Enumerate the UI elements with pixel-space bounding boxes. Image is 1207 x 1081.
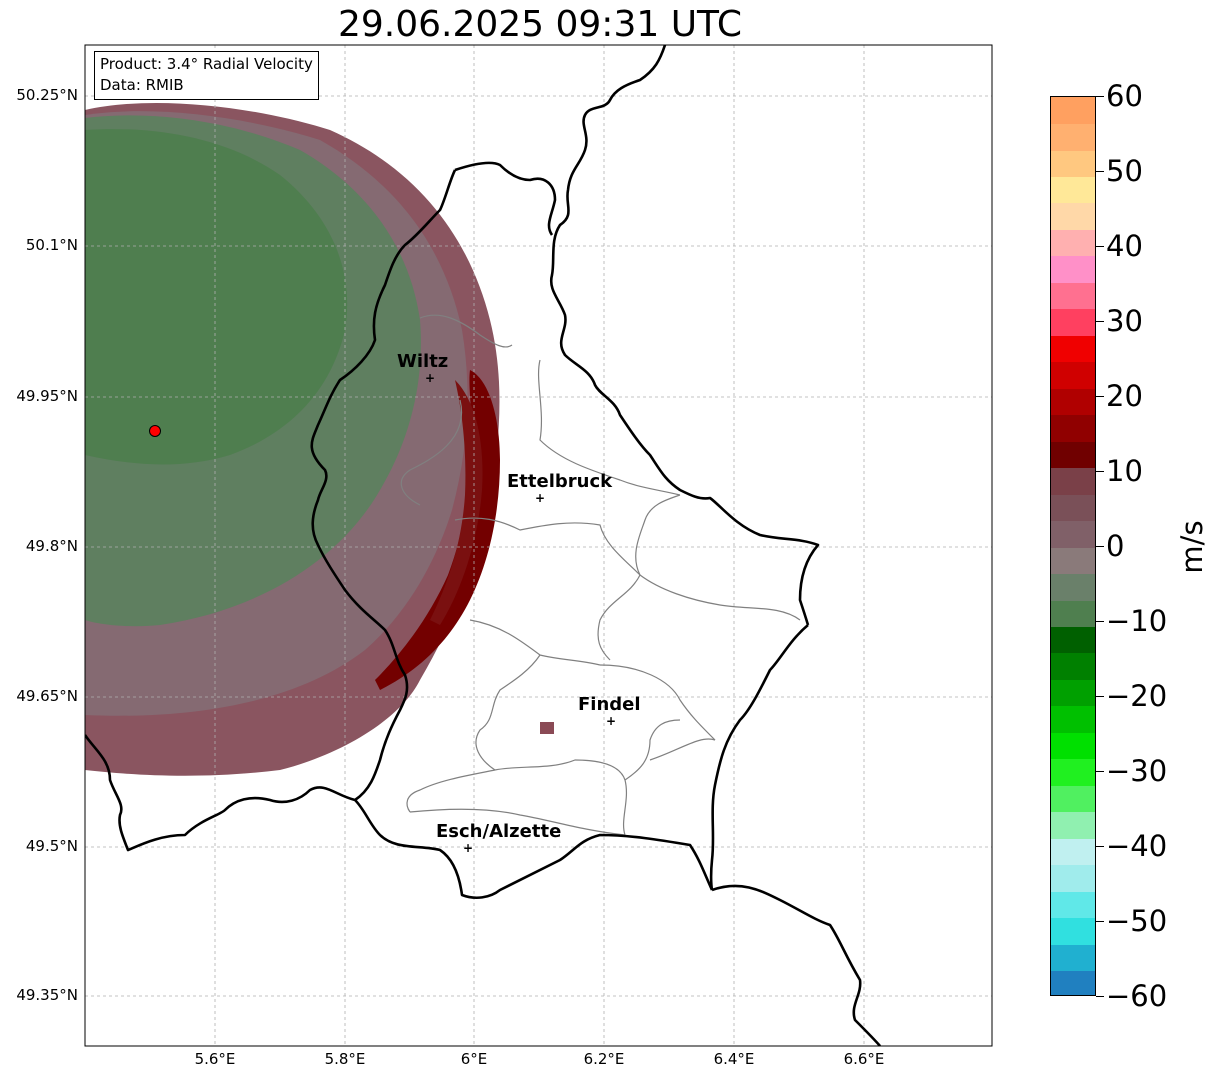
colorbar-segment <box>1051 255 1095 283</box>
colorbar-segment <box>1051 282 1095 310</box>
colorbar-segment <box>1051 944 1095 972</box>
map-frame <box>84 44 993 1047</box>
colorbar-segment <box>1051 917 1095 945</box>
colorbar-segment <box>1051 441 1095 469</box>
colorbar-segment <box>1051 308 1095 336</box>
colorbar-segment <box>1051 785 1095 813</box>
colorbar-segment <box>1051 467 1095 495</box>
lon-label: 6°E <box>460 1050 488 1068</box>
canton-boundaries <box>400 314 801 836</box>
colorbar-segment <box>1051 891 1095 919</box>
colorbar-tick-label: 0 <box>1106 529 1125 563</box>
city-marker-icon: + <box>463 841 474 855</box>
colorbar-segment <box>1051 494 1095 522</box>
colorbar-tick <box>1096 246 1104 247</box>
product-label: Product: 3.4° Radial Velocity <box>100 55 313 73</box>
colorbar-segment <box>1051 599 1095 627</box>
lat-label: 49.65°N <box>16 687 78 705</box>
colorbar-tick <box>1096 621 1104 622</box>
city-marker-icon: + <box>606 714 617 728</box>
colorbar-tick <box>1096 696 1104 697</box>
lon-label: 6.6°E <box>843 1050 885 1068</box>
colorbar-tick <box>1096 321 1104 322</box>
lon-label: 6.2°E <box>583 1050 625 1068</box>
colorbar-segment <box>1051 149 1095 177</box>
city-label-ettelbruck: Ettelbruck <box>507 471 613 492</box>
colorbar-tick-label: 60 <box>1106 79 1143 113</box>
colorbar-segment <box>1051 176 1095 204</box>
city-label-esch-alzette: Esch/Alzette <box>436 821 562 842</box>
colorbar-tick-label: −20 <box>1106 679 1168 713</box>
city-label-findel: Findel <box>578 694 641 715</box>
colorbar-segment <box>1051 705 1095 733</box>
colorbar-tick <box>1096 546 1104 547</box>
colorbar-segment <box>1051 732 1095 760</box>
lat-label: 50.25°N <box>16 86 78 104</box>
city-label-wiltz: Wiltz <box>397 351 449 372</box>
colorbar-segment <box>1051 838 1095 866</box>
colorbar-segment <box>1051 202 1095 230</box>
velocity-colorbar <box>1050 96 1096 996</box>
colorbar-tick-label: −40 <box>1106 829 1168 863</box>
colorbar-tick <box>1096 171 1104 172</box>
colorbar-unit-label: m/s <box>1175 520 1207 574</box>
lon-label: 6.4°E <box>713 1050 755 1068</box>
colorbar-segment <box>1051 652 1095 680</box>
colorbar-segment <box>1051 97 1095 125</box>
colorbar-tick-label: 20 <box>1106 379 1143 413</box>
colorbar-tick-label: −60 <box>1106 979 1168 1013</box>
colorbar-segment <box>1051 970 1095 995</box>
colorbar-tick <box>1096 471 1104 472</box>
colorbar-segment <box>1051 520 1095 548</box>
colorbar-segment <box>1051 335 1095 363</box>
data-source-label: Data: RMIB <box>100 76 184 94</box>
colorbar-tick-label: 30 <box>1106 304 1143 338</box>
radar-site-marker <box>149 425 161 437</box>
colorbar-segment <box>1051 811 1095 839</box>
colorbar-tick-label: −50 <box>1106 904 1168 938</box>
colorbar-segment <box>1051 626 1095 654</box>
colorbar-segment <box>1051 573 1095 601</box>
lon-label: 5.8°E <box>324 1050 366 1068</box>
colorbar-tick <box>1096 846 1104 847</box>
colorbar-tick <box>1096 996 1104 997</box>
lat-label: 49.8°N <box>25 537 78 555</box>
lon-label: 5.6°E <box>194 1050 236 1068</box>
colorbar-tick-label: 40 <box>1106 229 1143 263</box>
product-info-box: Product: 3.4° Radial Velocity Data: RMIB <box>94 51 319 100</box>
colorbar-segment <box>1051 361 1095 389</box>
colorbar-segment <box>1051 679 1095 707</box>
country-borders <box>85 45 881 1046</box>
lat-label: 49.35°N <box>16 986 78 1004</box>
colorbar-segment <box>1051 758 1095 786</box>
colorbar-segment <box>1051 414 1095 442</box>
colorbar-segment <box>1051 229 1095 257</box>
colorbar-tick-label: −30 <box>1106 754 1168 788</box>
colorbar-tick <box>1096 771 1104 772</box>
colorbar-segment <box>1051 123 1095 151</box>
city-marker-icon: + <box>535 491 546 505</box>
colorbar-tick-label: 10 <box>1106 454 1143 488</box>
lat-label: 49.5°N <box>25 837 78 855</box>
colorbar-tick-label: 50 <box>1106 154 1143 188</box>
colorbar-segment <box>1051 864 1095 892</box>
lat-label: 49.95°N <box>16 387 78 405</box>
colorbar-tick <box>1096 96 1104 97</box>
colorbar-tick <box>1096 921 1104 922</box>
colorbar-tick-label: −10 <box>1106 604 1168 638</box>
colorbar-tick <box>1096 396 1104 397</box>
map-title: 29.06.2025 09:31 UTC <box>337 4 743 45</box>
colorbar-segment <box>1051 547 1095 575</box>
radar-echo-field <box>85 102 554 776</box>
colorbar-segment <box>1051 388 1095 416</box>
lat-label: 50.1°N <box>25 236 78 254</box>
city-marker-icon: + <box>425 371 436 385</box>
